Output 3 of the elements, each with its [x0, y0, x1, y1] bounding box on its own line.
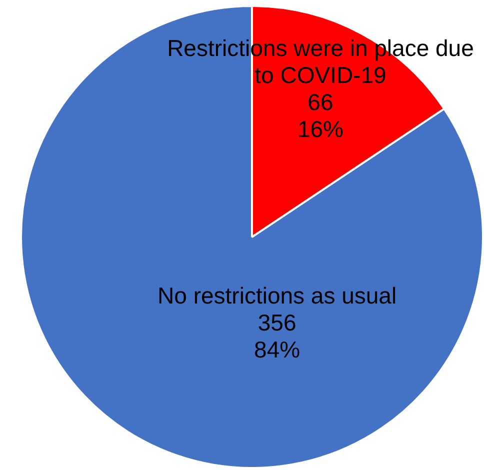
data-label: 66 16%: [297, 89, 344, 142]
data-label: 356 84%: [254, 309, 300, 362]
slice-label: No restrictions as usual: [158, 282, 397, 308]
